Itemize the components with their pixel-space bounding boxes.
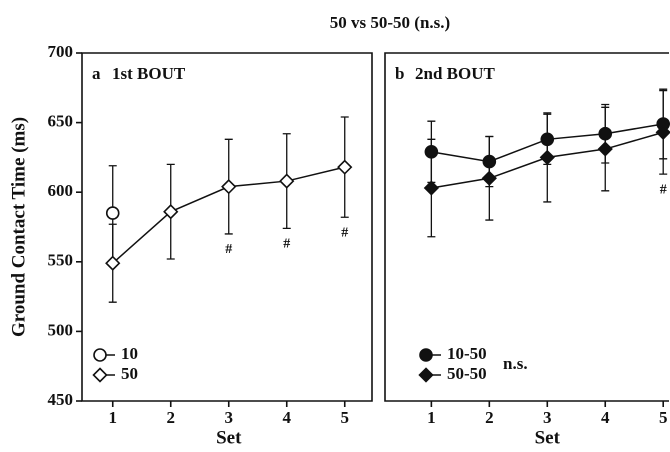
legend-label: 10	[121, 344, 138, 363]
data-point	[481, 170, 497, 186]
legend-marker	[418, 367, 434, 383]
y-tick-label: 500	[48, 320, 74, 339]
data-point	[423, 180, 439, 196]
x-axis-label: Set	[216, 427, 242, 448]
data-point	[482, 154, 497, 169]
data-point	[105, 255, 121, 271]
x-tick-label: 5	[340, 408, 349, 427]
data-point	[597, 141, 613, 157]
x-tick-label: 1	[108, 408, 117, 427]
legend-marker	[419, 348, 433, 362]
panel-title: 2nd BOUT	[415, 64, 495, 83]
legend-label: 10-50	[447, 344, 487, 363]
x-axis-label: Set	[535, 427, 561, 448]
x-tick-label: 4	[601, 408, 610, 427]
data-point	[163, 204, 179, 220]
annotation: #	[660, 182, 667, 197]
data-point	[424, 145, 439, 159]
data-point	[540, 132, 555, 147]
y-tick-label: 700	[48, 42, 74, 61]
plot-frame	[384, 52, 669, 402]
y-axis-label: Ground Contact Time (ms)	[8, 117, 29, 337]
x-tick-label: 3	[224, 408, 233, 427]
x-tick-label: 1	[427, 408, 436, 427]
annotation: #	[283, 237, 290, 252]
legend-label: 50	[121, 364, 138, 383]
data-point	[279, 173, 295, 189]
y-tick-label: 450	[48, 390, 74, 409]
panel-title: 1st BOUT	[112, 64, 186, 83]
panel-label: b	[395, 64, 404, 83]
data-point	[221, 179, 237, 195]
annotation: #	[225, 242, 232, 257]
legend-note: n.s.	[503, 354, 528, 373]
panel-label: a	[92, 64, 101, 83]
legend-marker	[92, 367, 108, 383]
x-tick-label: 5	[659, 408, 668, 427]
data-point	[539, 149, 555, 166]
annotation: #	[341, 225, 348, 240]
plot-frame	[81, 52, 373, 402]
y-tick-label: 600	[48, 181, 74, 200]
data-point	[655, 124, 670, 140]
y-tick-label: 550	[48, 251, 74, 270]
x-tick-label: 4	[282, 408, 291, 427]
chart-title: 50 vs 50-50 (n.s.)	[330, 13, 450, 32]
legend-label: 50-50	[447, 364, 487, 383]
x-tick-label: 2	[166, 408, 175, 427]
x-tick-label: 2	[485, 408, 494, 427]
x-tick-label: 3	[543, 408, 552, 427]
y-tick-label: 650	[48, 112, 74, 131]
legend-marker	[93, 348, 107, 362]
data-point	[598, 126, 613, 141]
data-point	[337, 159, 353, 175]
data-point	[105, 206, 120, 220]
